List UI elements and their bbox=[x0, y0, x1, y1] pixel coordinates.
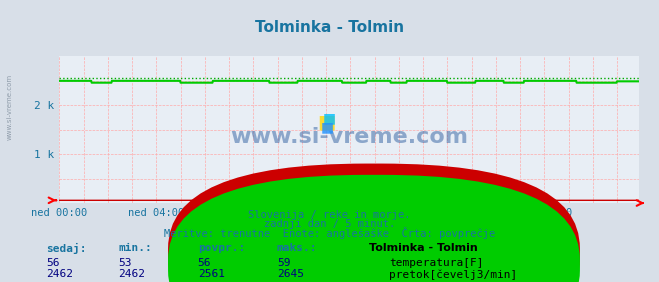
Text: ■: ■ bbox=[317, 113, 335, 132]
Text: 2462: 2462 bbox=[46, 269, 73, 279]
Text: 53: 53 bbox=[119, 258, 132, 268]
Text: 56: 56 bbox=[198, 258, 211, 268]
Text: Tolminka - Tolmin: Tolminka - Tolmin bbox=[255, 20, 404, 35]
Text: 2561: 2561 bbox=[198, 269, 225, 279]
Text: 56: 56 bbox=[46, 258, 59, 268]
Text: pretok[čevelj3/min]: pretok[čevelj3/min] bbox=[389, 269, 517, 280]
Text: Tolminka - Tolmin: Tolminka - Tolmin bbox=[369, 243, 478, 252]
Text: 2462: 2462 bbox=[119, 269, 146, 279]
Text: ■: ■ bbox=[321, 120, 334, 134]
Text: min.:: min.: bbox=[119, 243, 152, 252]
Text: temperatura[F]: temperatura[F] bbox=[389, 258, 483, 268]
Text: 59: 59 bbox=[277, 258, 290, 268]
Text: zadnji dan / 5 minut.: zadnji dan / 5 minut. bbox=[264, 219, 395, 228]
Text: sedaj:: sedaj: bbox=[46, 243, 86, 254]
Text: maks.:: maks.: bbox=[277, 243, 317, 252]
Text: Slovenija / reke in morje.: Slovenija / reke in morje. bbox=[248, 210, 411, 220]
Text: 2645: 2645 bbox=[277, 269, 304, 279]
Text: ■: ■ bbox=[322, 111, 335, 125]
Text: www.si-vreme.com: www.si-vreme.com bbox=[7, 74, 13, 140]
Text: www.si-vreme.com: www.si-vreme.com bbox=[230, 127, 469, 147]
Text: povpr.:: povpr.: bbox=[198, 243, 245, 252]
Text: Meritve: trenutne  Enote: anglešaške  Črta: povprečje: Meritve: trenutne Enote: anglešaške Črta… bbox=[164, 227, 495, 239]
